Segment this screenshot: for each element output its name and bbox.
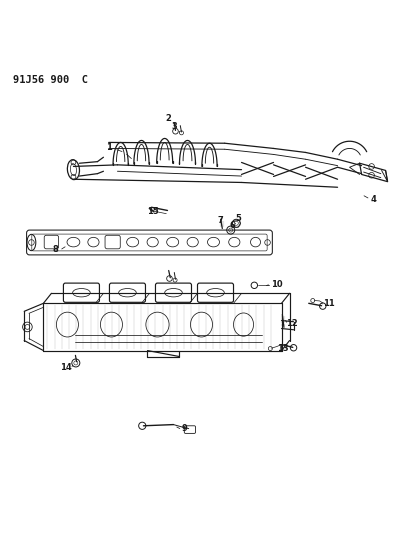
Text: 2: 2 <box>166 114 172 123</box>
Text: 8: 8 <box>52 245 58 254</box>
Text: 9: 9 <box>182 424 187 433</box>
Text: 11: 11 <box>323 299 334 308</box>
Text: 5: 5 <box>236 214 242 223</box>
Text: 7: 7 <box>218 215 224 224</box>
Text: 15: 15 <box>147 207 158 216</box>
Text: 6: 6 <box>230 221 236 230</box>
Text: 3: 3 <box>171 122 177 131</box>
Text: 14: 14 <box>60 364 72 372</box>
Text: 10: 10 <box>271 280 283 289</box>
Text: 1: 1 <box>106 143 112 152</box>
Text: 91J56 900  C: 91J56 900 C <box>13 75 88 85</box>
Text: 13: 13 <box>277 344 289 353</box>
Text: 12: 12 <box>286 319 297 328</box>
Text: 4: 4 <box>371 195 376 204</box>
